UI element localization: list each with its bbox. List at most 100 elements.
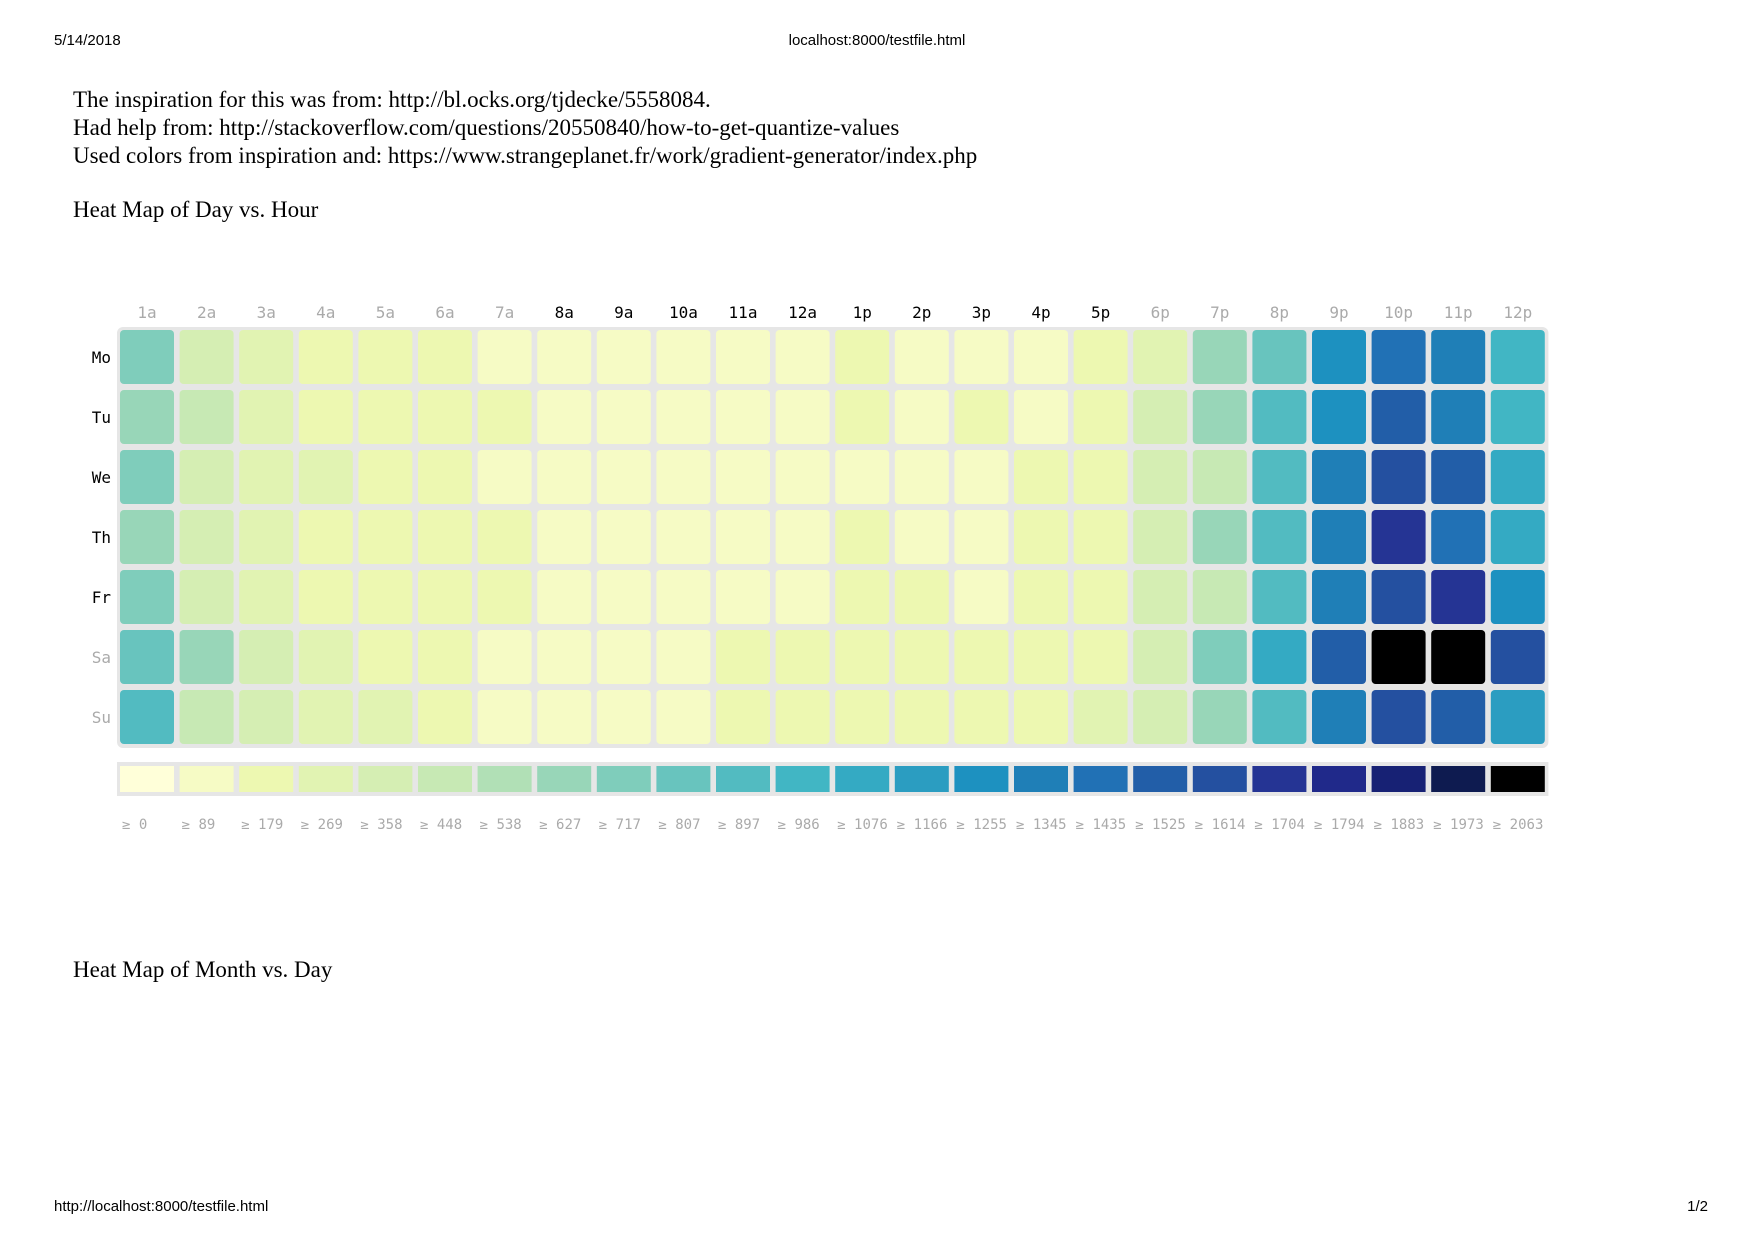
day-label: Sa — [92, 648, 111, 667]
heat-cell — [716, 630, 770, 684]
legend-swatch — [179, 766, 234, 792]
legend-swatch — [120, 766, 174, 792]
print-page-number: 1/2 — [1687, 1198, 1708, 1215]
legend-label: ≥ 627 — [539, 817, 581, 833]
heat-cell — [358, 690, 413, 744]
heat-cell — [835, 630, 890, 684]
heat-cell — [298, 570, 353, 624]
legend-label: ≥ 986 — [778, 817, 820, 833]
heat-cell — [954, 570, 1009, 624]
hour-label: 11a — [729, 303, 758, 322]
legend-label: ≥ 538 — [480, 817, 522, 833]
heat-cell — [418, 570, 472, 624]
legend-frame — [117, 762, 1549, 796]
legend-label: ≥ 807 — [658, 817, 700, 833]
legend-label: ≥ 0 — [122, 817, 147, 833]
legend-label: ≥ 2063 — [1493, 817, 1544, 833]
heat-cell — [1133, 630, 1188, 684]
heat-cell — [1371, 450, 1426, 504]
legend-swatch — [1133, 766, 1188, 792]
heat-cell — [954, 510, 1009, 564]
day-label: We — [92, 468, 111, 487]
heat-cell — [298, 690, 353, 744]
heat-cell — [1192, 570, 1247, 624]
heat-cell — [656, 330, 711, 384]
heat-cell — [120, 390, 174, 444]
heat-cell — [656, 510, 711, 564]
heat-cell — [835, 510, 890, 564]
legend-swatch — [894, 766, 949, 792]
heatmap-day-hour-title: Heat Map of Day vs. Hour — [73, 197, 319, 222]
legend-label: ≥ 1614 — [1195, 817, 1246, 833]
heat-cell — [835, 570, 890, 624]
legend-swatch — [418, 766, 472, 792]
hour-label: 1a — [137, 303, 156, 322]
legend-swatch — [1073, 766, 1128, 792]
heat-cell — [894, 630, 949, 684]
legend-label: ≥ 1794 — [1314, 817, 1365, 833]
heat-cell — [1014, 450, 1068, 504]
heat-cell — [239, 330, 294, 384]
heat-cell — [954, 630, 1009, 684]
day-label: Tu — [92, 408, 111, 427]
heat-cell — [716, 510, 770, 564]
heat-cell — [1192, 390, 1247, 444]
print-date: 5/14/2018 — [54, 32, 121, 49]
heat-cell — [1073, 450, 1128, 504]
heat-cell — [358, 570, 413, 624]
heat-cell — [716, 570, 770, 624]
heat-cell — [954, 330, 1009, 384]
heat-cell — [477, 390, 532, 444]
heat-cell — [1431, 390, 1486, 444]
hour-label: 12p — [1503, 303, 1532, 322]
heat-cell — [1431, 630, 1486, 684]
heat-cell — [120, 690, 174, 744]
heat-cell — [418, 630, 472, 684]
heat-cell — [1312, 330, 1366, 384]
heat-cell — [656, 690, 711, 744]
heat-cell — [537, 510, 592, 564]
heat-cell — [239, 690, 294, 744]
heat-cell — [1490, 690, 1545, 744]
heat-cell — [120, 570, 174, 624]
legend-label: ≥ 717 — [599, 817, 641, 833]
heat-cell — [1371, 390, 1426, 444]
heat-cell — [1133, 510, 1188, 564]
heat-cell — [179, 690, 234, 744]
legend-swatch — [239, 766, 294, 792]
heat-cell — [298, 510, 353, 564]
legend-swatch — [1014, 766, 1068, 792]
heat-cell — [1371, 630, 1426, 684]
heat-cell — [1073, 390, 1128, 444]
heat-cell — [1133, 690, 1188, 744]
heat-cell — [1312, 510, 1366, 564]
heat-cell — [716, 450, 770, 504]
heat-cell — [298, 630, 353, 684]
heat-cell — [179, 630, 234, 684]
print-page-title: localhost:8000/testfile.html — [788, 32, 966, 49]
heat-cell — [656, 630, 711, 684]
heat-cell — [894, 570, 949, 624]
heatmap-month-day-title: Heat Map of Month vs. Day — [73, 957, 333, 982]
legend-swatch — [775, 766, 830, 792]
heat-cell — [775, 510, 830, 564]
hour-label: 9a — [614, 303, 633, 322]
legend-swatch — [656, 766, 711, 792]
heat-cell — [1252, 390, 1307, 444]
heat-cell — [477, 630, 532, 684]
hour-label: 4a — [316, 303, 335, 322]
heat-cell — [1192, 690, 1247, 744]
hour-label: 7a — [495, 303, 514, 322]
heat-cell — [775, 630, 830, 684]
heat-cell — [1371, 570, 1426, 624]
heat-cell — [537, 450, 592, 504]
heat-cell — [775, 690, 830, 744]
heat-cell — [1252, 450, 1307, 504]
heat-cell — [537, 630, 592, 684]
hour-label: 4p — [1031, 303, 1050, 322]
legend-label: ≥ 179 — [241, 817, 283, 833]
hour-label: 11p — [1444, 303, 1473, 322]
legend-label: ≥ 897 — [718, 817, 760, 833]
heat-cell — [358, 510, 413, 564]
legend-label: ≥ 448 — [420, 817, 462, 833]
